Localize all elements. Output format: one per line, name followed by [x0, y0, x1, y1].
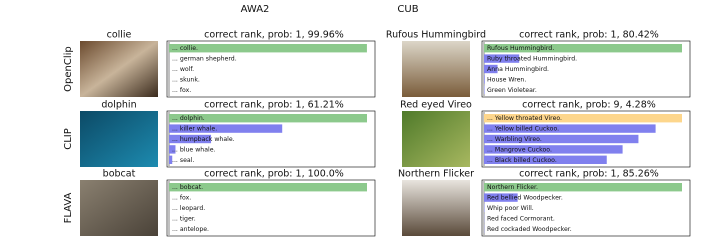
row-label: CLIP: [63, 128, 74, 150]
bar-label: House Wren.: [487, 76, 526, 83]
panel-frame: [166, 40, 376, 98]
bar-label: Red cockaded Woodpecker.: [487, 226, 572, 233]
image-caption: Northern Flicker: [398, 169, 474, 180]
bar-label: ... bobcat.: [172, 184, 203, 191]
panel-frame: [166, 110, 376, 168]
bar-label: ... humpback whale.: [172, 136, 235, 143]
bar: [484, 134, 639, 144]
bar-label: ... Warbling Vireo.: [487, 136, 542, 143]
image-caption: collie: [107, 30, 132, 41]
panel-title: correct rank, prob: 1, 99.96%: [204, 30, 344, 41]
panel-title: correct rank, prob: 1, 85.26%: [519, 169, 659, 180]
panel-frame: [481, 179, 691, 237]
panel-title: correct rank, prob: 1, 61.21%: [204, 100, 344, 111]
panel-title: correct rank, prob: 9, 4.28%: [522, 100, 656, 111]
bar-label: Rufous Hummingbird.: [487, 45, 554, 52]
bar: [484, 75, 485, 84]
photo: [402, 111, 470, 167]
panel-title: correct rank, prob: 1, 80.42%: [519, 30, 659, 41]
bar-label: ... Yellow throated Vireo.: [487, 115, 562, 122]
bar-label: ... leopard.: [172, 205, 205, 212]
bar: [484, 64, 498, 74]
image-caption: Red eyed Vireo: [400, 100, 472, 111]
bar-label: Green Violetear.: [487, 87, 537, 94]
bar-label: ... Mangrove Cuckoo.: [487, 146, 552, 153]
bar-label: Northern Flicker.: [487, 184, 538, 191]
panel-frame: [166, 179, 376, 237]
bar: [484, 193, 518, 202]
bar: [169, 155, 173, 164]
bar-label: ... fox.: [172, 87, 191, 94]
photo: [80, 111, 158, 167]
panel-frame: [481, 110, 691, 168]
bar-label: Ruby throated Hummingbird.: [487, 56, 577, 63]
bar: [169, 44, 367, 53]
bar-label: ... Yellow billed Cuckoo.: [487, 126, 559, 133]
bar: [484, 183, 682, 192]
bar: [169, 183, 367, 192]
bar-label: ... tiger.: [172, 215, 196, 222]
bar-label: ... Black billed Cuckoo.: [487, 157, 557, 164]
image-caption: Rufous Hummingbird: [386, 30, 486, 41]
bar: [484, 155, 607, 164]
bar-label: ... fox.: [172, 195, 191, 202]
bar-label: ... skunk.: [172, 76, 200, 83]
bar: [484, 44, 682, 53]
bar: [169, 124, 283, 133]
panel-title: correct rank, prob: 1, 100.0%: [204, 169, 344, 180]
bar-label: ... wolf.: [172, 66, 194, 73]
bar-label: ... blue whale.: [172, 146, 216, 153]
bar: [484, 145, 623, 154]
bar-label: ... german shepherd.: [172, 56, 237, 63]
column-title: AWA2: [241, 4, 270, 15]
row-label: FLAVA: [63, 192, 74, 223]
panel-frame: [481, 40, 691, 98]
photo: [80, 180, 158, 236]
image-caption: dolphin: [101, 100, 136, 111]
bar-label: ... dolphin.: [172, 115, 205, 122]
column-title: CUB: [397, 4, 418, 15]
photo: [402, 41, 470, 97]
image-caption: bobcat: [103, 169, 136, 180]
bar: [484, 114, 682, 123]
bar: [169, 134, 212, 144]
bar-label: Red faced Cormorant.: [487, 215, 555, 222]
photo: [80, 41, 158, 97]
bar-label: Red bellied Woodpecker.: [487, 195, 563, 202]
bar: [484, 54, 520, 63]
bar-label: ... collie.: [172, 45, 198, 52]
bar-label: ... killer whale.: [172, 126, 217, 133]
photo: [402, 180, 470, 236]
bar: [169, 114, 367, 123]
bar: [169, 145, 176, 154]
row-label: OpenClip: [63, 46, 74, 92]
bar-label: Anna Hummingbird.: [487, 66, 549, 73]
bar-label: ... seal.: [172, 157, 194, 164]
bar-label: Whip poor Will.: [487, 205, 534, 212]
bar: [484, 124, 656, 133]
bar-label: ... antelope.: [172, 226, 209, 233]
